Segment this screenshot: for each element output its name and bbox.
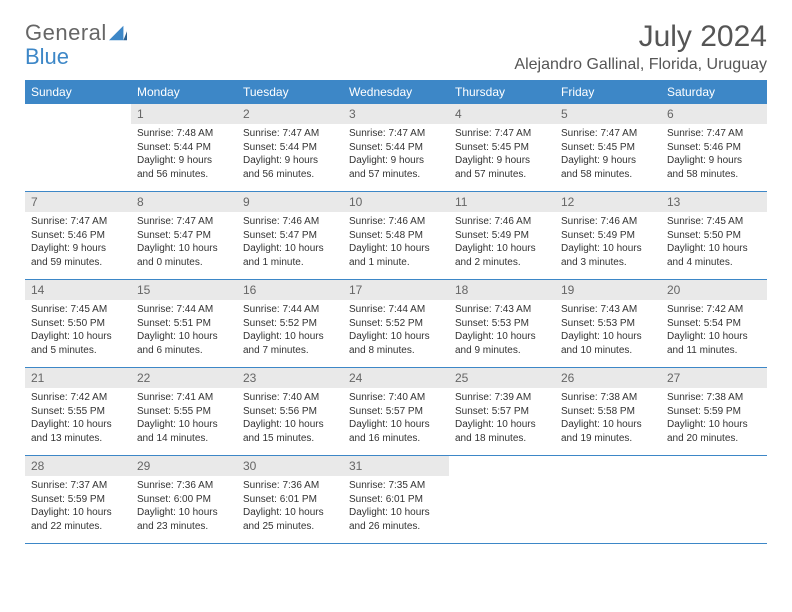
day-number-cell: 11 [449,192,555,213]
weekday-header: Friday [555,80,661,104]
day-content-cell: Sunrise: 7:47 AMSunset: 5:45 PMDaylight:… [555,124,661,192]
day-content-cell [25,124,131,192]
day-content-cell: Sunrise: 7:46 AMSunset: 5:47 PMDaylight:… [237,212,343,280]
day-number-cell: 7 [25,192,131,213]
day-content-cell: Sunrise: 7:37 AMSunset: 5:59 PMDaylight:… [25,476,131,544]
day-number-cell: 31 [343,456,449,477]
day-content-cell [555,476,661,544]
day-content-cell: Sunrise: 7:38 AMSunset: 5:59 PMDaylight:… [661,388,767,456]
day-content-row: Sunrise: 7:37 AMSunset: 5:59 PMDaylight:… [25,476,767,544]
logo-sail-icon [109,25,127,41]
weekday-header: Sunday [25,80,131,104]
logo: General [25,20,127,46]
day-number-row: 21222324252627 [25,368,767,389]
day-number-cell [661,456,767,477]
day-number-cell: 2 [237,104,343,124]
day-number-cell: 21 [25,368,131,389]
day-content-cell: Sunrise: 7:42 AMSunset: 5:55 PMDaylight:… [25,388,131,456]
day-content-cell: Sunrise: 7:43 AMSunset: 5:53 PMDaylight:… [555,300,661,368]
day-content-cell: Sunrise: 7:47 AMSunset: 5:47 PMDaylight:… [131,212,237,280]
day-content-cell: Sunrise: 7:47 AMSunset: 5:46 PMDaylight:… [661,124,767,192]
day-number-cell: 30 [237,456,343,477]
day-content-cell: Sunrise: 7:39 AMSunset: 5:57 PMDaylight:… [449,388,555,456]
day-content-row: Sunrise: 7:47 AMSunset: 5:46 PMDaylight:… [25,212,767,280]
day-number-cell [25,104,131,124]
day-content-cell: Sunrise: 7:47 AMSunset: 5:46 PMDaylight:… [25,212,131,280]
day-content-cell: Sunrise: 7:45 AMSunset: 5:50 PMDaylight:… [25,300,131,368]
title-block: July 2024 Alejandro Gallinal, Florida, U… [514,20,767,74]
logo-text-blue: Blue [25,44,69,70]
day-content-cell: Sunrise: 7:36 AMSunset: 6:01 PMDaylight:… [237,476,343,544]
weekday-header: Thursday [449,80,555,104]
month-title: July 2024 [514,20,767,54]
day-number-cell: 15 [131,280,237,301]
day-number-cell [449,456,555,477]
calendar-page: General July 2024 Alejandro Gallinal, Fl… [0,0,792,564]
day-content-cell [449,476,555,544]
day-content-cell: Sunrise: 7:38 AMSunset: 5:58 PMDaylight:… [555,388,661,456]
day-number-cell: 3 [343,104,449,124]
day-content-cell: Sunrise: 7:47 AMSunset: 5:44 PMDaylight:… [343,124,449,192]
day-number-cell: 13 [661,192,767,213]
weekday-header: Wednesday [343,80,449,104]
day-number-cell: 25 [449,368,555,389]
day-number-cell [555,456,661,477]
day-number-cell: 20 [661,280,767,301]
day-content-cell: Sunrise: 7:45 AMSunset: 5:50 PMDaylight:… [661,212,767,280]
day-number-row: 14151617181920 [25,280,767,301]
day-number-row: 78910111213 [25,192,767,213]
day-content-cell: Sunrise: 7:48 AMSunset: 5:44 PMDaylight:… [131,124,237,192]
day-number-cell: 8 [131,192,237,213]
day-number-cell: 23 [237,368,343,389]
day-number-cell: 19 [555,280,661,301]
day-content-cell: Sunrise: 7:47 AMSunset: 5:45 PMDaylight:… [449,124,555,192]
day-number-row: 28293031 [25,456,767,477]
day-content-cell: Sunrise: 7:46 AMSunset: 5:49 PMDaylight:… [555,212,661,280]
day-number-cell: 16 [237,280,343,301]
day-number-cell: 28 [25,456,131,477]
day-content-cell: Sunrise: 7:36 AMSunset: 6:00 PMDaylight:… [131,476,237,544]
day-content-cell: Sunrise: 7:44 AMSunset: 5:52 PMDaylight:… [343,300,449,368]
day-content-cell: Sunrise: 7:42 AMSunset: 5:54 PMDaylight:… [661,300,767,368]
logo-text-general: General [25,20,107,46]
day-content-cell: Sunrise: 7:46 AMSunset: 5:48 PMDaylight:… [343,212,449,280]
page-header: General July 2024 Alejandro Gallinal, Fl… [25,20,767,74]
day-content-cell: Sunrise: 7:41 AMSunset: 5:55 PMDaylight:… [131,388,237,456]
day-number-cell: 17 [343,280,449,301]
weekday-header-row: Sunday Monday Tuesday Wednesday Thursday… [25,80,767,104]
day-number-cell: 26 [555,368,661,389]
day-number-row: 123456 [25,104,767,124]
day-number-cell: 1 [131,104,237,124]
weekday-header: Monday [131,80,237,104]
location-text: Alejandro Gallinal, Florida, Uruguay [514,56,767,74]
day-content-cell: Sunrise: 7:40 AMSunset: 5:56 PMDaylight:… [237,388,343,456]
day-content-cell: Sunrise: 7:35 AMSunset: 6:01 PMDaylight:… [343,476,449,544]
day-content-cell: Sunrise: 7:43 AMSunset: 5:53 PMDaylight:… [449,300,555,368]
day-content-cell [661,476,767,544]
day-number-cell: 9 [237,192,343,213]
day-content-cell: Sunrise: 7:47 AMSunset: 5:44 PMDaylight:… [237,124,343,192]
day-number-cell: 10 [343,192,449,213]
day-number-cell: 29 [131,456,237,477]
day-content-cell: Sunrise: 7:46 AMSunset: 5:49 PMDaylight:… [449,212,555,280]
day-number-cell: 5 [555,104,661,124]
day-number-cell: 4 [449,104,555,124]
day-number-cell: 12 [555,192,661,213]
day-content-cell: Sunrise: 7:44 AMSunset: 5:52 PMDaylight:… [237,300,343,368]
day-number-cell: 6 [661,104,767,124]
day-content-cell: Sunrise: 7:40 AMSunset: 5:57 PMDaylight:… [343,388,449,456]
day-content-cell: Sunrise: 7:44 AMSunset: 5:51 PMDaylight:… [131,300,237,368]
day-number-cell: 22 [131,368,237,389]
day-number-cell: 27 [661,368,767,389]
weekday-header: Saturday [661,80,767,104]
day-number-cell: 14 [25,280,131,301]
weekday-header: Tuesday [237,80,343,104]
day-number-cell: 18 [449,280,555,301]
day-content-row: Sunrise: 7:48 AMSunset: 5:44 PMDaylight:… [25,124,767,192]
day-content-row: Sunrise: 7:42 AMSunset: 5:55 PMDaylight:… [25,388,767,456]
day-content-row: Sunrise: 7:45 AMSunset: 5:50 PMDaylight:… [25,300,767,368]
day-number-cell: 24 [343,368,449,389]
calendar-table: Sunday Monday Tuesday Wednesday Thursday… [25,80,767,544]
